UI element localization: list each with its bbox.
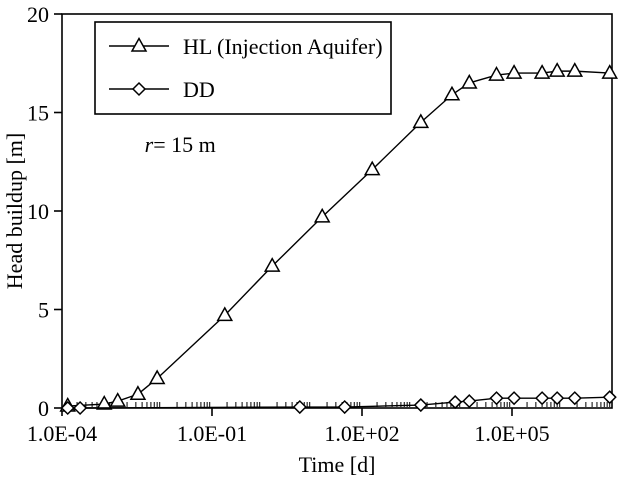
y-axis-label: Head buildup [m] <box>2 133 27 289</box>
diamond-marker <box>462 394 477 409</box>
annotation-r-distance: r= 15 m <box>145 132 216 157</box>
y-tick-label: 10 <box>27 199 49 224</box>
y-tick-label: 20 <box>27 2 49 27</box>
diamond-marker <box>337 399 352 415</box>
y-tick-label: 5 <box>38 298 49 323</box>
diamond-marker <box>567 391 582 406</box>
x-tick-label: 1.0E-04 <box>27 421 97 446</box>
triangle-marker <box>95 395 113 410</box>
diamond-marker <box>535 391 550 406</box>
triangle-marker <box>130 36 148 52</box>
triangle-marker <box>488 66 505 81</box>
diamond-marker <box>292 399 307 415</box>
diamond-marker <box>602 390 617 405</box>
triangle-marker <box>313 207 331 223</box>
triangle-marker <box>412 113 430 129</box>
x-tick-label: 1.0E-01 <box>177 421 247 446</box>
triangle-marker <box>566 62 584 77</box>
triangle-marker <box>533 64 551 79</box>
diamond-marker <box>489 391 504 406</box>
triangle-marker <box>129 385 147 400</box>
diamond-marker <box>131 81 147 97</box>
y-tick-label: 0 <box>38 396 49 421</box>
triangle-marker <box>548 62 566 77</box>
x-tick-label: 1.0E+02 <box>324 421 399 446</box>
diamond-marker <box>550 391 565 406</box>
triangle-marker <box>505 64 523 79</box>
x-axis-label: Time [d] <box>299 452 376 477</box>
x-tick-label: 1.0E+05 <box>474 421 549 446</box>
triangle-marker <box>148 369 166 385</box>
diamond-marker <box>448 395 463 410</box>
legend-label: DD <box>183 77 215 102</box>
legend-box <box>94 21 392 115</box>
diamond-marker <box>73 400 88 416</box>
triangle-marker <box>363 160 381 176</box>
triangle-marker <box>601 64 618 79</box>
diamond-marker <box>507 391 522 406</box>
triangle-marker <box>216 306 234 322</box>
triangle-marker <box>263 257 281 272</box>
legend-label: HL (Injection Aquifer) <box>183 34 383 59</box>
triangle-marker <box>109 392 126 407</box>
y-tick-label: 15 <box>27 101 49 126</box>
diamond-marker <box>413 397 428 413</box>
diamond-marker <box>60 400 75 416</box>
triangle-marker <box>443 85 461 101</box>
triangle-marker <box>461 73 478 89</box>
